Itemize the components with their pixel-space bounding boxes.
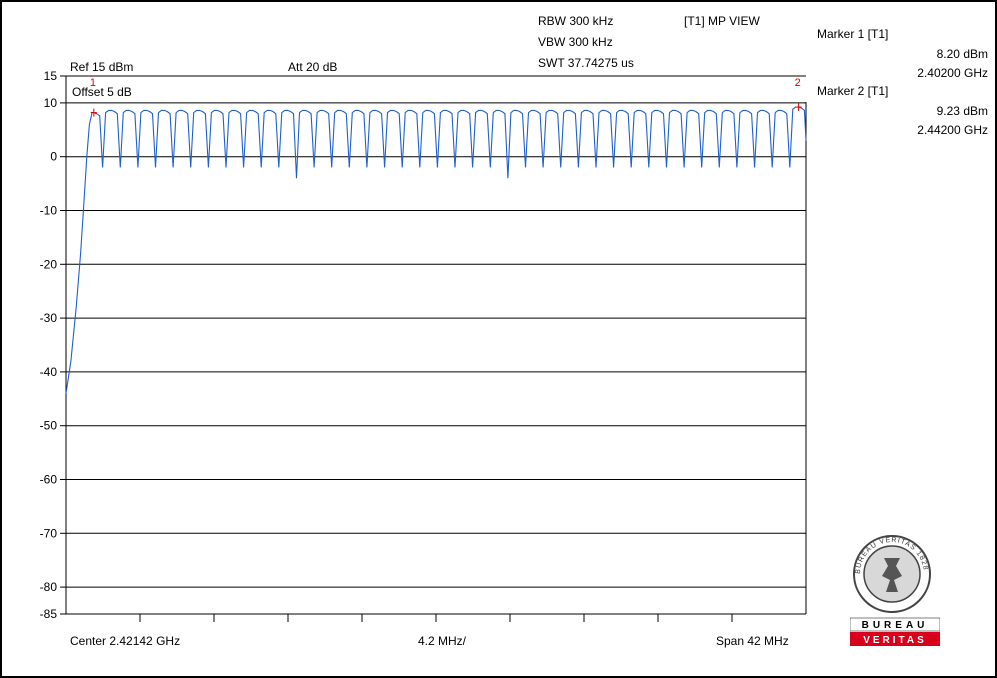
offset-label: Offset 5 dB [72,85,132,99]
marker-2-freq: 2.44200 GHz [917,123,988,137]
marker-2-level: 9.23 dBm [936,104,988,118]
y-tick-label: -40 [40,365,58,379]
per-division-label: 4.2 MHz/ [418,634,467,648]
logo-band-bottom [850,632,940,646]
rbw-label: RBW 300 kHz [538,14,614,28]
y-tick-label: -10 [40,204,58,218]
logo-word-veritas: VERITAS [863,635,927,646]
y-tick-label: 0 [50,150,57,164]
logo-band-top [850,617,940,632]
y-tick-label: 10 [44,96,58,110]
marker-1-freq: 2.40200 GHz [917,66,988,80]
plot-area: 15 10 0 -10 -20 -30 -40 -50 -60 -70 -80 -85 1 2 Offset… [40,69,807,622]
vbw-label: VBW 300 kHz [538,35,613,49]
logo-word-bureau: BUREAU [862,620,929,631]
swt-label: SWT 37.74275 us [538,56,634,70]
trace-mode-label: [T1] MP VIEW [684,14,760,28]
y-tick-label: -20 [40,257,58,271]
marker-2-label: 2 [795,77,801,89]
marker-1-title: Marker 1 [T1] [817,27,889,41]
seal-figure-icon [882,558,902,592]
y-tick-label: -85 [40,607,58,621]
ref-level-label: Ref 15 dBm [70,60,134,74]
bureau-veritas-logo: BUREAU VERITAS 1828 BUREAU VERITAS [850,535,940,646]
marker-1-label: 1 [90,77,96,89]
y-tick-label: -30 [40,311,58,325]
span-label: Span 42 MHz [716,634,789,648]
y-tick-label: -70 [40,526,58,540]
marker-2-title: Marker 2 [T1] [817,84,889,98]
y-tick-label: 15 [44,69,58,83]
center-frequency-label: Center 2.42142 GHz [70,634,181,648]
attenuation-label: Att 20 dB [288,60,338,74]
y-tick-label: -60 [40,473,58,487]
spectrum-trace [65,106,807,394]
y-tick-label: -50 [40,419,58,433]
marker-1-level: 8.20 dBm [936,47,988,61]
y-tick-label: -80 [40,580,58,594]
